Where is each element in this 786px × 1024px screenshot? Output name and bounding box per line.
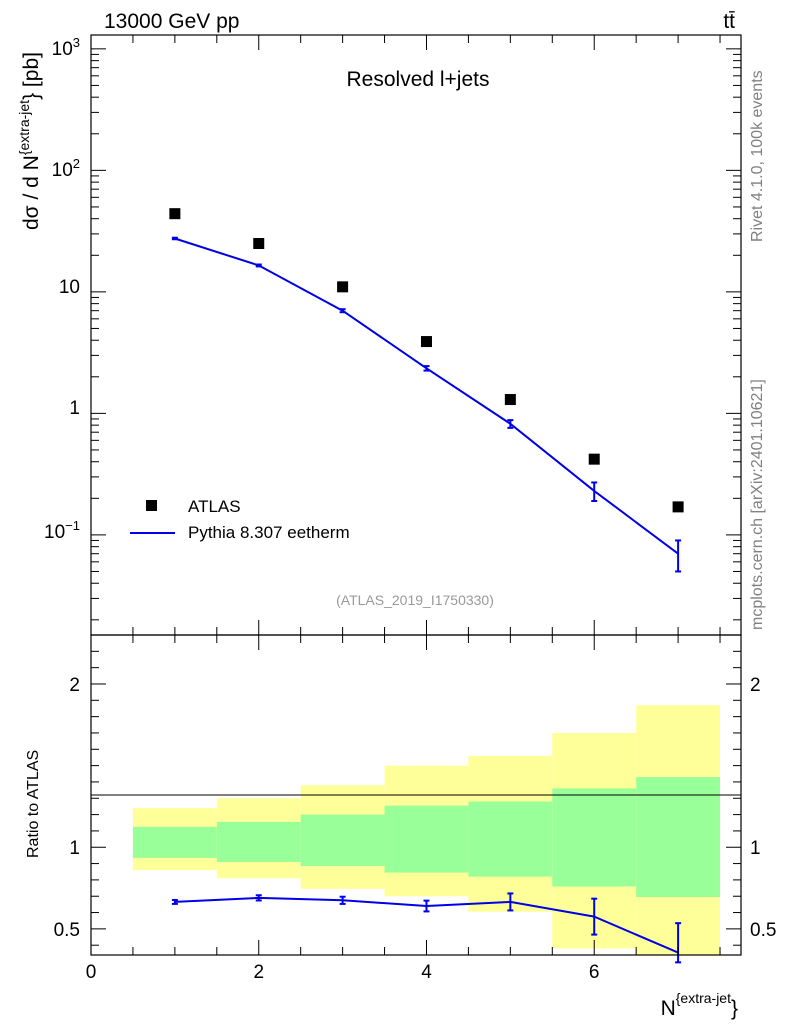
- inner-uncertainty-band: [468, 801, 553, 877]
- main-y-tick-label-10: 10: [59, 277, 80, 298]
- inner-uncertainty-band: [300, 814, 385, 867]
- ratio-y-tick-label: 2: [69, 675, 80, 696]
- legend-atlas-label: ATLAS: [188, 497, 241, 516]
- legend-pythia-label: Pythia 8.307 eetherm: [188, 523, 350, 542]
- process-label: tt̄: [723, 10, 735, 33]
- atlas-data-point: [337, 281, 349, 293]
- main-y-axis-label: dσ / d N{extra-jet} [pb]: [16, 52, 43, 230]
- atlas-data-point: [504, 394, 516, 406]
- x-tick-label: 0: [86, 962, 97, 983]
- main-y-tick-label-0.1: 10−1: [44, 518, 80, 543]
- atlas-data-point: [420, 336, 432, 348]
- ratio-y-tick-label-right: 1: [750, 838, 761, 859]
- main-panel: 103 102 10 1 10−1 dσ / d N{extra-jet} [p…: [16, 34, 742, 636]
- legend-atlas-marker: [146, 500, 157, 511]
- inner-uncertainty-band: [216, 821, 301, 862]
- ratio-panel: 0.5 0.5 1 1 2 2 0 2 4 6 Ratio to ATLAS N{extra-je…: [25, 634, 777, 1020]
- ratio-tick-labels: 0.5 0.5 1 1 2 2 0 2 4 6: [54, 675, 777, 983]
- ratio-mc-series: [171, 892, 682, 964]
- ratio-y-tick-label: 1: [69, 838, 80, 859]
- energy-label: 13000 GeV pp: [104, 10, 239, 33]
- ratio-y-axis-label: Ratio to ATLAS: [25, 750, 42, 858]
- ratio-plot-frame: [90, 634, 742, 956]
- main-y-tick-label-1: 1: [69, 398, 80, 419]
- atlas-data-point: [672, 501, 684, 513]
- ratio-uncertainty-bands: [132, 705, 721, 955]
- x-axis-label: N{extra-jet}: [661, 990, 738, 1020]
- ratio-y-tick-label: 0.5: [54, 920, 80, 941]
- inner-uncertainty-band: [132, 826, 217, 858]
- main-atlas-series: [169, 208, 684, 513]
- plot-title: Resolved l+jets: [347, 68, 490, 91]
- atlas-data-point: [588, 453, 600, 465]
- main-plot-frame: [90, 34, 742, 636]
- ratio-y-tick-label-right: 2: [750, 675, 761, 696]
- atlas-data-point: [253, 238, 265, 250]
- legend: ATLAS Pythia 8.307 eetherm: [130, 497, 350, 542]
- x-tick-label: 6: [589, 962, 600, 983]
- mc-line: [174, 237, 679, 555]
- inner-uncertainty-band: [384, 805, 469, 873]
- main-mc-series: [171, 236, 682, 573]
- inner-uncertainty-band: [636, 777, 721, 898]
- ratio-y-tick-label-right: 0.5: [750, 920, 776, 941]
- main-axis-ticks: [90, 35, 741, 635]
- inner-uncertainty-band: [552, 788, 637, 887]
- mcplots-label: mcplots.cern.ch [arXiv:2401.10621]: [749, 379, 766, 630]
- x-tick-label: 2: [253, 962, 264, 983]
- main-y-tick-label-1000: 103: [52, 35, 80, 60]
- main-y-tick-label-100: 102: [52, 156, 80, 181]
- atlas-data-point: [169, 208, 181, 220]
- rivet-version-label: Rivet 4.1.0, 100k events: [749, 70, 766, 242]
- analysis-label: (ATLAS_2019_I1750330): [336, 592, 494, 608]
- ratio-axis-ticks: [90, 635, 741, 955]
- x-tick-label: 4: [421, 962, 432, 983]
